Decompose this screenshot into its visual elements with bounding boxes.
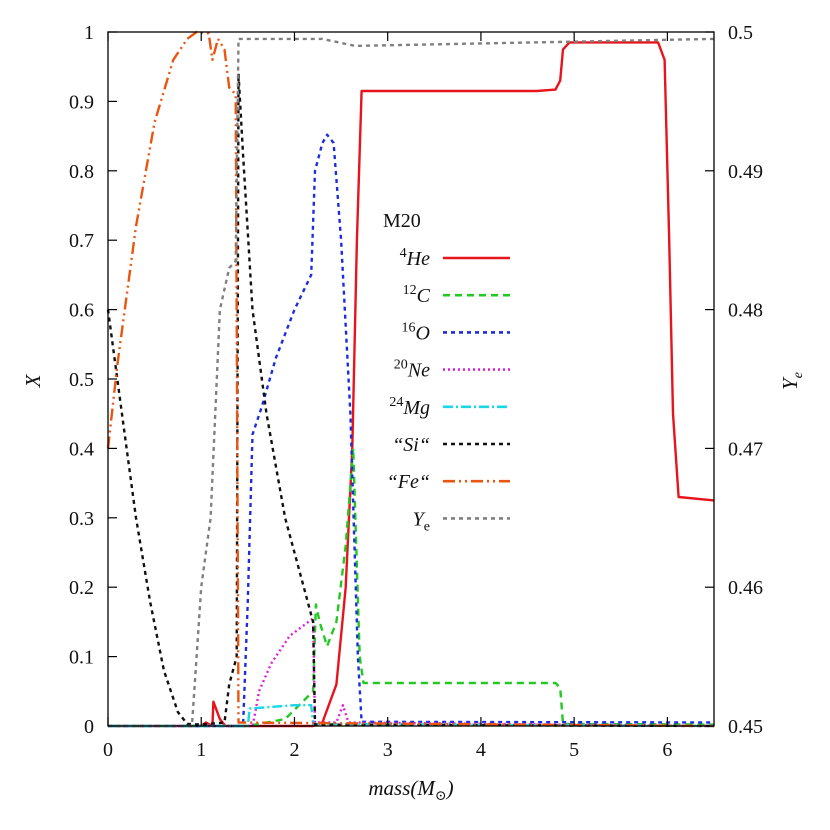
legend-label-16o: 16O	[402, 320, 430, 344]
y-tick-label-right: 0.5	[728, 22, 753, 44]
legend-label-20ne: 20Ne	[394, 358, 430, 382]
x-tick-label: 6	[662, 739, 672, 761]
legend-label-12c: 12C	[403, 283, 431, 307]
legend-label-ye: Ye	[413, 508, 430, 534]
y-tick-label-left: 1	[84, 22, 94, 44]
legend-label-fe: “Fe“	[387, 471, 430, 493]
y-tick-label-right: 0.45	[728, 716, 763, 738]
x-tick-label: 4	[476, 739, 486, 761]
x-tick-label: 2	[289, 739, 299, 761]
y-tick-label-left: 0.1	[69, 647, 94, 669]
x-axis-label-main: mass(M	[368, 776, 436, 800]
y-tick-label-left: 0.9	[69, 91, 94, 113]
y-tick-label-left: 0.6	[69, 300, 94, 322]
series-line-ye	[108, 37, 715, 728]
y-axis-label-right-base: Y	[778, 376, 802, 390]
y-tick-label-left: 0.5	[69, 369, 94, 391]
y-tick-label-right: 0.49	[728, 161, 763, 183]
x-axis-label-close: )	[446, 776, 454, 800]
y-tick-label-left: 0.4	[69, 438, 94, 460]
y-axis-label-left: X	[21, 373, 45, 388]
tick-layer: 0 1 2 3 4 5 6 0 0.1 0.2 0.3 0.4 0.5 0.6 0.7 0.8 0.9 1 0.45…	[69, 22, 763, 761]
x-tick-label: 3	[383, 739, 393, 761]
x-axis-label: mass(M⊙)	[368, 776, 453, 804]
y-axis-label-right: Ye	[778, 372, 806, 390]
y-tick-label-right: 0.48	[728, 300, 763, 322]
y-tick-label-left: 0.7	[69, 230, 94, 252]
series-line-fe	[106, 30, 715, 728]
x-tick-label: 5	[569, 739, 579, 761]
x-axis-label-sub: ⊙	[435, 789, 447, 804]
series-line-16o	[108, 133, 715, 728]
legend-label-24mg: 24Mg	[389, 395, 430, 419]
legend: M20 4He 12C 16O 20Ne 24Mg “Si“ “Fe“ Ye	[383, 210, 510, 534]
x-tick-label: 0	[103, 739, 113, 761]
legend-label-4he: 4He	[400, 246, 430, 270]
series-line-24mg	[108, 704, 715, 728]
y-tick-label-left: 0	[84, 716, 94, 738]
y-tick-label-right: 0.47	[728, 438, 763, 460]
series-line-4he	[108, 41, 715, 728]
legend-title: M20	[383, 210, 421, 232]
legend-label-si: “Si“	[392, 434, 430, 456]
y-axis-label-right-sub: e	[791, 372, 806, 378]
y-tick-label-left: 0.2	[69, 577, 94, 599]
y-tick-label-right: 0.46	[728, 577, 763, 599]
y-tick-label-left: 0.8	[69, 161, 94, 183]
y-tick-label-left: 0.3	[69, 508, 94, 530]
series-line-20ne	[108, 617, 715, 728]
x-tick-label: 1	[196, 739, 206, 761]
